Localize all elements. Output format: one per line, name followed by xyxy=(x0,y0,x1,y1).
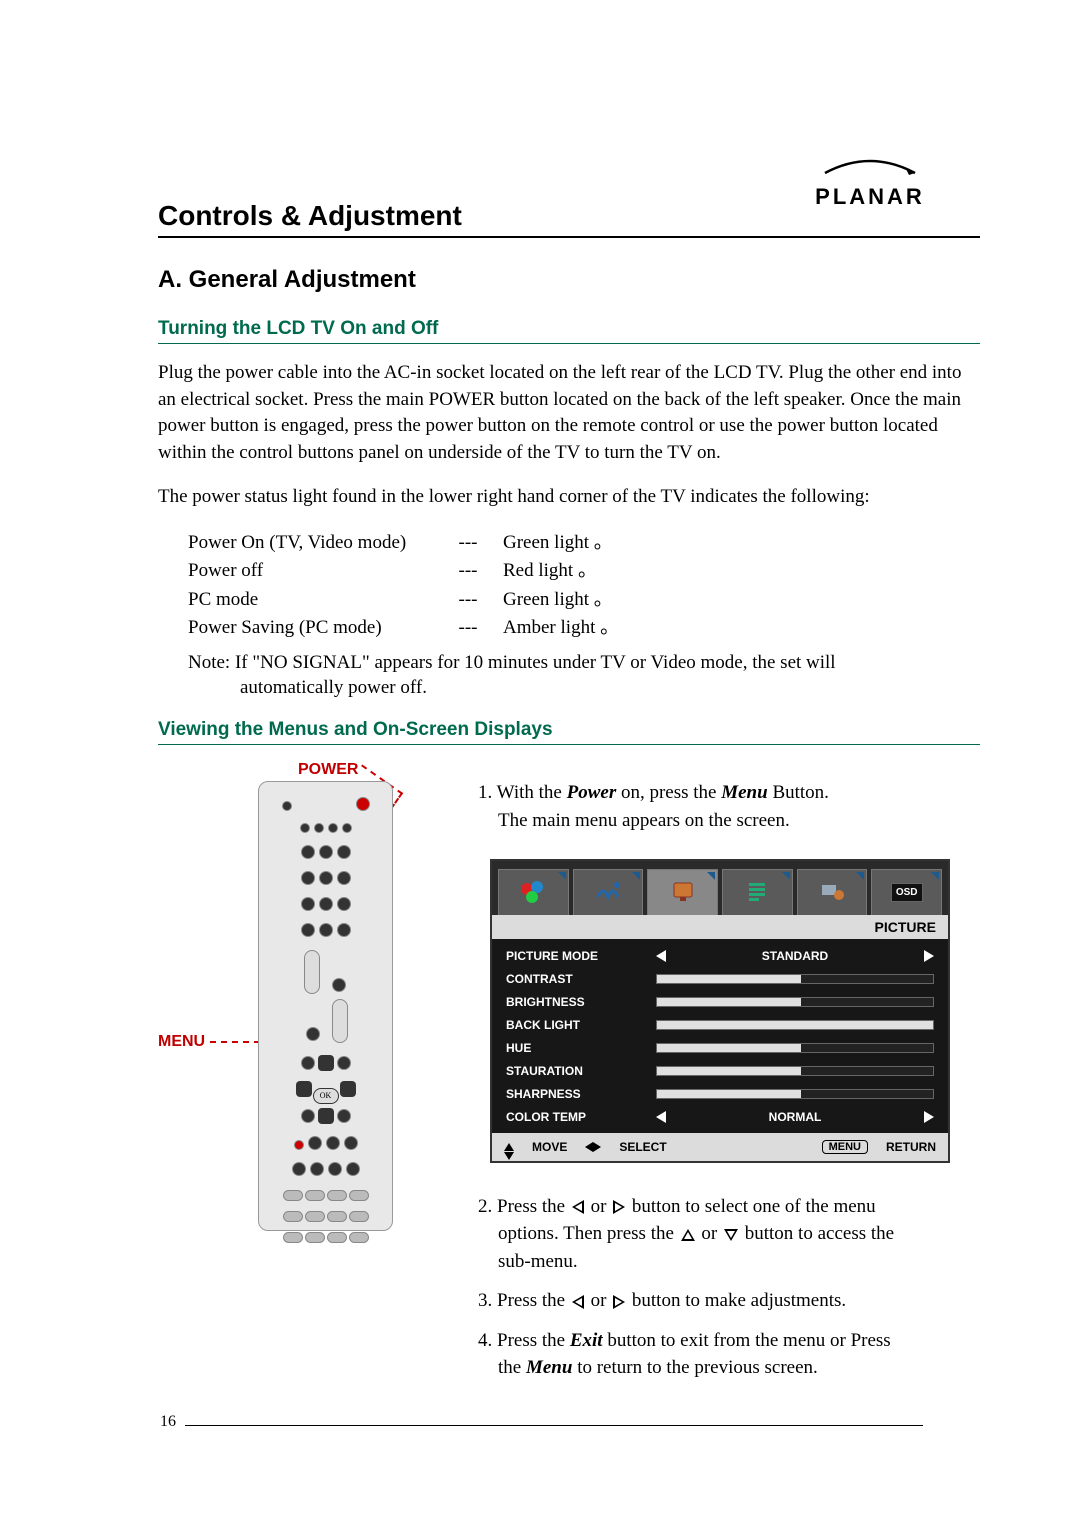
osd-row-label: SHARPNESS xyxy=(506,1087,656,1101)
step-1: 1. With the Power on, press the Menu But… xyxy=(478,779,980,834)
osd-footer: MOVE SELECT MENU RETURN xyxy=(492,1133,948,1161)
status-label: Power off xyxy=(188,557,433,586)
brand-name: PLANAR xyxy=(815,184,925,210)
right-arrow-icon xyxy=(924,950,934,962)
right-arrow-icon xyxy=(924,1111,934,1123)
brand-logo: PLANAR xyxy=(815,155,925,210)
status-label: Power On (TV, Video mode) xyxy=(188,529,433,558)
osd-body: PICTURE MODE STANDARD CONTRAST BRIGHTNES… xyxy=(492,939,948,1133)
left-arrow-icon xyxy=(656,950,666,962)
osd-row-label: BRIGHTNESS xyxy=(506,995,656,1009)
osd-slider-track xyxy=(656,1089,934,1099)
osd-slider-fill xyxy=(657,1044,801,1052)
osd-row-label: HUE xyxy=(506,1041,656,1055)
osd-slider-track xyxy=(656,1043,934,1053)
step-3: 3. Press the or button to make adjustmen… xyxy=(478,1287,980,1315)
left-arrow-icon xyxy=(656,1111,666,1123)
osd-slider-track xyxy=(656,1066,934,1076)
osd-tab-bar: OSD xyxy=(492,861,948,915)
osd-row: STAURATION xyxy=(506,1060,934,1083)
osd-slider-fill xyxy=(657,975,801,983)
osd-tab-4 xyxy=(722,869,793,915)
osd-slider-track xyxy=(656,997,934,1007)
heading-general-adjustment: A. General Adjustment xyxy=(158,266,980,294)
page-footer-rule xyxy=(185,1425,923,1426)
status-separator: --- xyxy=(433,529,503,558)
osd-row: BRIGHTNESS xyxy=(506,991,934,1014)
osd-slider-fill xyxy=(657,1090,801,1098)
status-label: PC mode xyxy=(188,586,433,615)
note-line-1: Note: If "NO SIGNAL" appears for 10 minu… xyxy=(158,649,980,678)
note-line-2: automatically power off. xyxy=(158,677,980,699)
status-row: Power Saving (PC mode) --- Amber light 。 xyxy=(158,614,980,643)
status-separator: --- xyxy=(433,557,503,586)
osd-row: CONTRAST xyxy=(506,968,934,991)
osd-tab-5 xyxy=(797,869,868,915)
osd-slider-fill xyxy=(657,1021,933,1029)
osd-row-label: STAURATION xyxy=(506,1064,656,1078)
osd-footer-move: MOVE xyxy=(532,1140,567,1154)
status-separator: --- xyxy=(433,586,503,615)
osd-row: HUE xyxy=(506,1037,934,1060)
osd-row-value: STANDARD xyxy=(676,949,914,963)
status-separator: --- xyxy=(433,614,503,643)
osd-row-label: PICTURE MODE xyxy=(506,949,656,963)
osd-row: SHARPNESS xyxy=(506,1083,934,1106)
osd-tab-6: OSD xyxy=(871,869,942,915)
osd-slider-fill xyxy=(657,1067,801,1075)
osd-category-label: PICTURE xyxy=(492,915,948,939)
page-number: 16 xyxy=(160,1413,176,1431)
osd-footer-menu-badge: MENU xyxy=(822,1140,868,1154)
osd-row-value: NORMAL xyxy=(676,1110,914,1124)
status-value: Green light 。 xyxy=(503,529,613,558)
callout-line-menu xyxy=(210,1041,260,1043)
osd-row: COLOR TEMP NORMAL xyxy=(506,1106,934,1129)
intro-paragraph-2: The power status light found in the lowe… xyxy=(158,484,980,511)
step-2: 2. Press the or button to select one of … xyxy=(478,1193,980,1276)
step-4: 4. Press the Exit button to exit from th… xyxy=(478,1327,980,1382)
osd-screenshot: OSD PICTURE PICTURE MODE STANDARD CONTRA… xyxy=(490,859,950,1163)
osd-tab-3-active xyxy=(647,869,718,915)
osd-tab-2 xyxy=(573,869,644,915)
osd-row: PICTURE MODE STANDARD xyxy=(506,945,934,968)
osd-row-label: BACK LIGHT xyxy=(506,1018,656,1032)
osd-slider-track xyxy=(656,1020,934,1030)
status-row: PC mode --- Green light 。 xyxy=(158,586,980,615)
status-label: Power Saving (PC mode) xyxy=(188,614,433,643)
status-value: Red light 。 xyxy=(503,557,597,586)
osd-slider-track xyxy=(656,974,934,984)
osd-slider-fill xyxy=(657,998,801,1006)
heading-turning-on-off: Turning the LCD TV On and Off xyxy=(158,318,980,344)
remote-diagram: POWER MENU OK xyxy=(158,761,438,1393)
osd-tab-1 xyxy=(498,869,569,915)
osd-footer-return: RETURN xyxy=(886,1140,936,1154)
menu-callout-label: MENU xyxy=(158,1033,205,1051)
status-value: Green light 。 xyxy=(503,586,613,615)
status-row: Power off --- Red light 。 xyxy=(158,557,980,586)
remote-illustration: OK xyxy=(258,781,393,1231)
status-row: Power On (TV, Video mode) --- Green ligh… xyxy=(158,529,980,558)
osd-row-label: CONTRAST xyxy=(506,972,656,986)
status-value: Amber light 。 xyxy=(503,614,619,643)
osd-row-label: COLOR TEMP xyxy=(506,1110,656,1124)
intro-paragraph-1: Plug the power cable into the AC-in sock… xyxy=(158,360,980,466)
power-callout-label: POWER xyxy=(298,761,358,779)
osd-row: BACK LIGHT xyxy=(506,1014,934,1037)
heading-viewing-menus: Viewing the Menus and On-Screen Displays xyxy=(158,719,980,745)
osd-footer-select: SELECT xyxy=(619,1140,666,1154)
